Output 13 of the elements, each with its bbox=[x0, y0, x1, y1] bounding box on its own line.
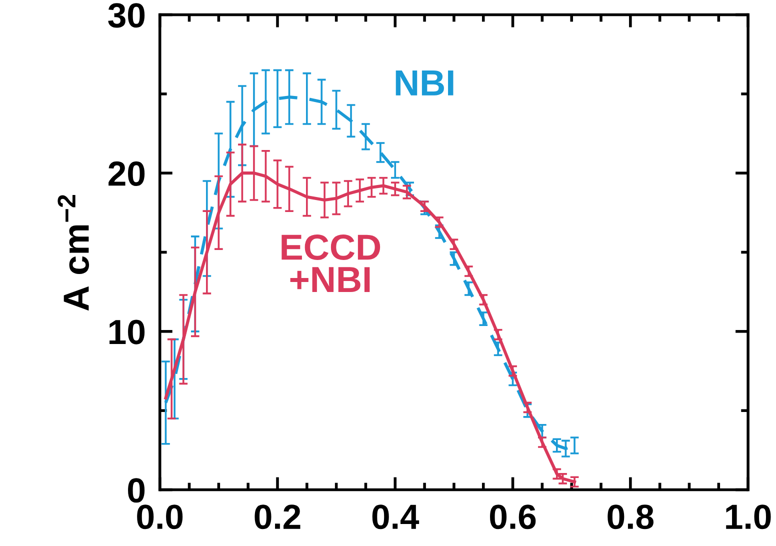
x-tick-label: 0.8 bbox=[608, 504, 654, 530]
x-tick-label: 0.2 bbox=[254, 504, 300, 530]
x-tick-label: 0.0 bbox=[137, 504, 183, 530]
x-tick-label: 0.4 bbox=[372, 504, 420, 530]
x-tick-label: 0.6 bbox=[490, 504, 536, 530]
series-label: ECCD +NBI bbox=[282, 234, 380, 292]
series-label: NBI bbox=[396, 70, 454, 96]
y-tick-label: 30 bbox=[108, 3, 145, 28]
x-tick-label: 1.0 bbox=[726, 504, 771, 530]
y-tick-label: 0 bbox=[128, 478, 145, 503]
y-axis-title: A cm$^{−2}$ bbox=[58, 195, 90, 311]
y-tick-label: 20 bbox=[108, 161, 145, 186]
y-tick-label: 10 bbox=[110, 320, 145, 344]
